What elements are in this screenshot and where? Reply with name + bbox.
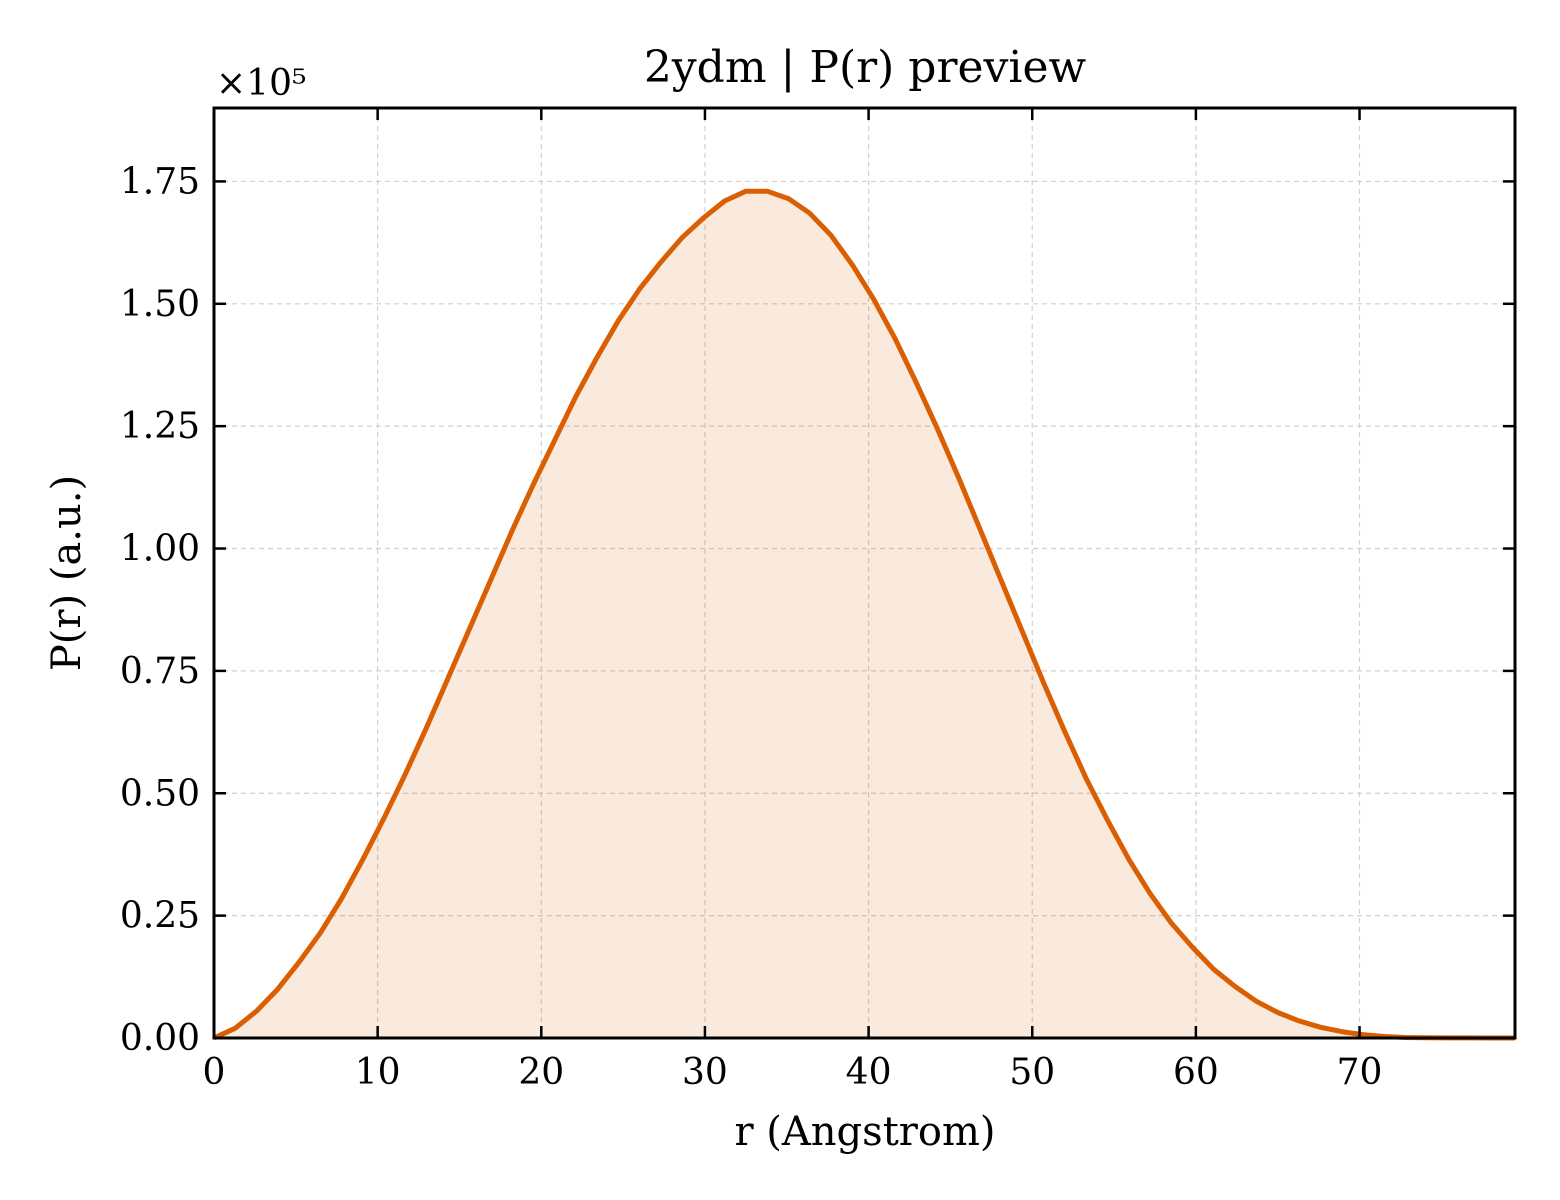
chart-title: 2ydm | P(r) preview <box>644 42 1087 93</box>
y-tick-label: 0.25 <box>120 896 200 937</box>
data-layer <box>212 188 1515 1041</box>
x-tick-label: 50 <box>1009 1052 1055 1093</box>
y-tick-label: 1.75 <box>120 161 200 202</box>
y-tick-label: 1.50 <box>120 284 200 325</box>
x-tick-label: 40 <box>846 1052 892 1093</box>
y-tick-label: 0.75 <box>120 651 200 692</box>
x-tick-label: 70 <box>1337 1052 1383 1093</box>
pr-curve <box>212 188 1515 1041</box>
plot-frame <box>212 106 1517 1040</box>
area-fill <box>214 191 1515 1038</box>
y-tick-label: 1.00 <box>120 529 200 570</box>
y-axis-label: P(r) (a.u.) <box>44 475 90 671</box>
x-tick-label: 20 <box>518 1052 564 1093</box>
x-tick-label: 10 <box>355 1052 401 1093</box>
y-tick-label: 1.25 <box>120 406 200 447</box>
x-tick-label: 60 <box>1173 1052 1219 1093</box>
axes: 0 10 20 30 40 50 60 70 0.00 0.25 0.50 0.75 1.00 1.25 1… <box>120 106 1517 1093</box>
y-tick-label: 0.50 <box>120 773 200 814</box>
y-tick-label: 0.00 <box>120 1018 200 1059</box>
x-axis-label: r (Angstrom) <box>734 1109 995 1155</box>
x-tick-label: 0 <box>203 1052 226 1093</box>
x-tick-label: 30 <box>682 1052 728 1093</box>
y-offset-label: ×10⁵ <box>216 63 306 104</box>
grid <box>214 108 1515 1038</box>
